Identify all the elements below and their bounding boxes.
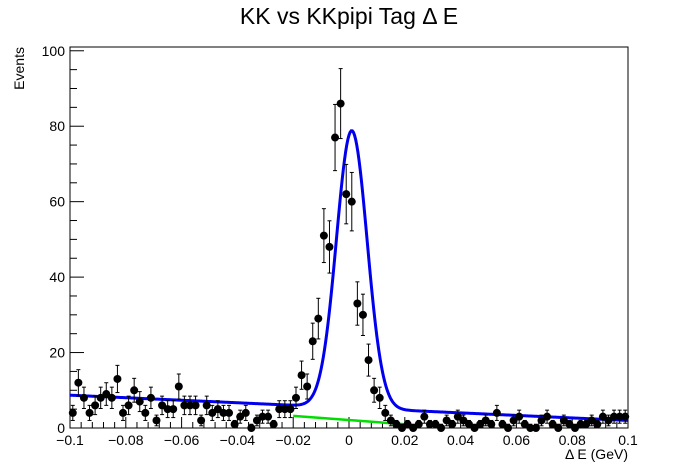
y-tick-label: 60: [49, 194, 65, 210]
data-point: [146, 393, 155, 402]
data-point: [325, 242, 334, 251]
data-point: [370, 386, 379, 395]
data-point: [286, 405, 295, 414]
data-point: [152, 416, 161, 425]
data-point: [593, 420, 602, 429]
data-point: [526, 424, 535, 432]
data-point: [448, 420, 457, 429]
x-axis-label: Δ E (GeV): [565, 446, 628, 462]
y-axis: 0 20 40 60 80 100: [42, 43, 84, 436]
data-point: [437, 424, 446, 432]
x-tick-label: 0.02: [391, 432, 418, 448]
data-point: [113, 374, 122, 383]
data-point: [202, 401, 211, 410]
x-tick-label: 0.04: [447, 432, 474, 448]
data-point: [141, 408, 150, 417]
data-point: [85, 408, 94, 417]
data-point: [258, 412, 267, 421]
data-point: [492, 408, 501, 417]
x-tick-label: −0.02: [275, 432, 311, 448]
x-tick-label: −0.06: [164, 432, 200, 448]
data-point: [124, 401, 133, 410]
data-point: [515, 412, 524, 421]
data-point: [174, 382, 183, 391]
data-point: [364, 356, 373, 365]
data-point: [135, 397, 144, 406]
data-point: [425, 420, 434, 429]
background-fit-line: [293, 414, 405, 426]
data-point: [280, 405, 289, 414]
data-point: [107, 393, 116, 402]
data-point: [291, 393, 300, 402]
data-point: [269, 420, 278, 429]
data-point: [381, 408, 390, 417]
x-tick-label: 0.1: [618, 432, 638, 448]
data-point: [303, 382, 312, 391]
chart-title: KK vs KKpipi Tag Δ E: [240, 3, 458, 29]
x-tick-label: −0.1: [56, 432, 84, 448]
data-point: [308, 337, 317, 346]
data-point: [615, 412, 624, 421]
x-tick-label: −0.08: [108, 432, 144, 448]
data-point: [336, 99, 345, 108]
data-point: [353, 299, 362, 308]
data-point: [375, 393, 384, 402]
data-point: [319, 231, 328, 240]
data-point: [163, 405, 172, 414]
data-point: [191, 401, 200, 410]
data-point: [219, 408, 228, 417]
data-point: [420, 412, 429, 421]
data-point: [314, 314, 323, 323]
data-point: [230, 420, 239, 429]
data-point: [504, 424, 513, 432]
data-point: [180, 401, 189, 410]
data-point: [554, 424, 563, 432]
data-point: [264, 412, 273, 421]
data-point: [610, 412, 619, 421]
data-point: [576, 420, 585, 429]
data-point: [331, 133, 340, 142]
data-point: [543, 412, 552, 421]
data-point: [487, 420, 496, 429]
data-point: [275, 405, 284, 414]
data-point: [130, 386, 139, 395]
x-tick-label: −0.04: [220, 432, 256, 448]
data-point: [185, 401, 194, 410]
data-point: [358, 310, 367, 319]
data-point: [91, 401, 100, 410]
data-point: [347, 197, 356, 206]
data-point: [241, 408, 250, 417]
data-point: [342, 190, 351, 199]
data-point: [197, 416, 206, 425]
background-fit-layer: [293, 414, 405, 426]
x-axis: −0.1 −0.08 −0.06 −0.04 −0.02 0 0.02 0.04 0.06 0.0…: [56, 417, 638, 448]
y-tick-label: 0: [57, 420, 65, 436]
x-tick-label: 0.08: [559, 432, 586, 448]
y-tick-label: 80: [49, 118, 65, 134]
y-tick-label: 100: [42, 43, 66, 59]
y-axis-label: Events: [11, 47, 27, 90]
data-point: [414, 420, 423, 429]
y-tick-label: 40: [49, 269, 65, 285]
data-point: [297, 371, 306, 380]
data-point: [247, 424, 256, 432]
total-fit-layer: [69, 129, 629, 422]
data-point: [169, 405, 178, 414]
x-tick-label: 0: [345, 432, 353, 448]
data-points-layer: [68, 68, 630, 432]
data-point: [79, 393, 88, 402]
data-point: [225, 408, 234, 417]
data-point: [621, 412, 630, 421]
data-point: [68, 408, 77, 417]
data-point: [119, 408, 128, 417]
x-tick-label: 0.06: [503, 432, 530, 448]
data-point: [74, 378, 83, 387]
data-point: [531, 424, 540, 432]
y-tick-label: 20: [49, 345, 65, 361]
total-fit-curve: [69, 129, 629, 422]
